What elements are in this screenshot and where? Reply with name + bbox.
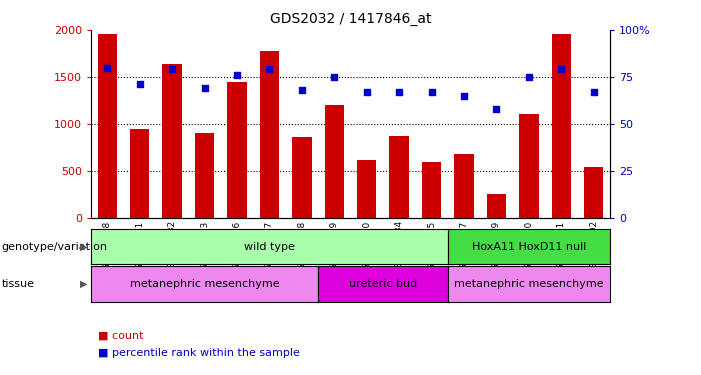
Bar bbox=[552, 34, 571, 218]
Point bbox=[361, 89, 372, 95]
Point bbox=[491, 106, 502, 112]
Point bbox=[134, 81, 145, 87]
Bar bbox=[325, 105, 344, 218]
Bar bbox=[584, 167, 604, 218]
Text: metanephric mesenchyme: metanephric mesenchyme bbox=[130, 279, 280, 289]
Point bbox=[588, 89, 599, 95]
Point bbox=[556, 66, 567, 72]
Text: ■ percentile rank within the sample: ■ percentile rank within the sample bbox=[98, 348, 300, 357]
Text: HoxA11 HoxD11 null: HoxA11 HoxD11 null bbox=[472, 242, 586, 252]
Bar bbox=[97, 34, 117, 218]
Text: metanephric mesenchyme: metanephric mesenchyme bbox=[454, 279, 604, 289]
Text: wild type: wild type bbox=[244, 242, 295, 252]
Point bbox=[297, 87, 308, 93]
Point bbox=[393, 89, 404, 95]
Point bbox=[426, 89, 437, 95]
Bar bbox=[292, 137, 311, 218]
Point bbox=[231, 72, 243, 78]
Text: ■ count: ■ count bbox=[98, 331, 144, 340]
Point bbox=[264, 66, 275, 72]
Text: tissue: tissue bbox=[1, 279, 34, 289]
Point bbox=[102, 64, 113, 70]
Bar bbox=[130, 129, 149, 218]
Bar bbox=[454, 154, 474, 218]
Bar bbox=[163, 64, 182, 217]
Text: ▶: ▶ bbox=[80, 242, 88, 252]
Bar bbox=[357, 160, 376, 218]
Bar bbox=[519, 114, 538, 218]
Point bbox=[329, 74, 340, 80]
Title: GDS2032 / 1417846_at: GDS2032 / 1417846_at bbox=[270, 12, 431, 26]
Bar bbox=[390, 136, 409, 218]
Point bbox=[199, 85, 210, 91]
Bar bbox=[260, 51, 279, 217]
Bar bbox=[486, 194, 506, 217]
Point bbox=[458, 93, 470, 99]
Bar bbox=[195, 133, 215, 218]
Point bbox=[523, 74, 534, 80]
Text: genotype/variation: genotype/variation bbox=[1, 242, 107, 252]
Text: ureteric bud: ureteric bud bbox=[349, 279, 417, 289]
Bar bbox=[422, 162, 442, 218]
Bar bbox=[227, 82, 247, 218]
Point bbox=[167, 66, 178, 72]
Text: ▶: ▶ bbox=[80, 279, 88, 289]
